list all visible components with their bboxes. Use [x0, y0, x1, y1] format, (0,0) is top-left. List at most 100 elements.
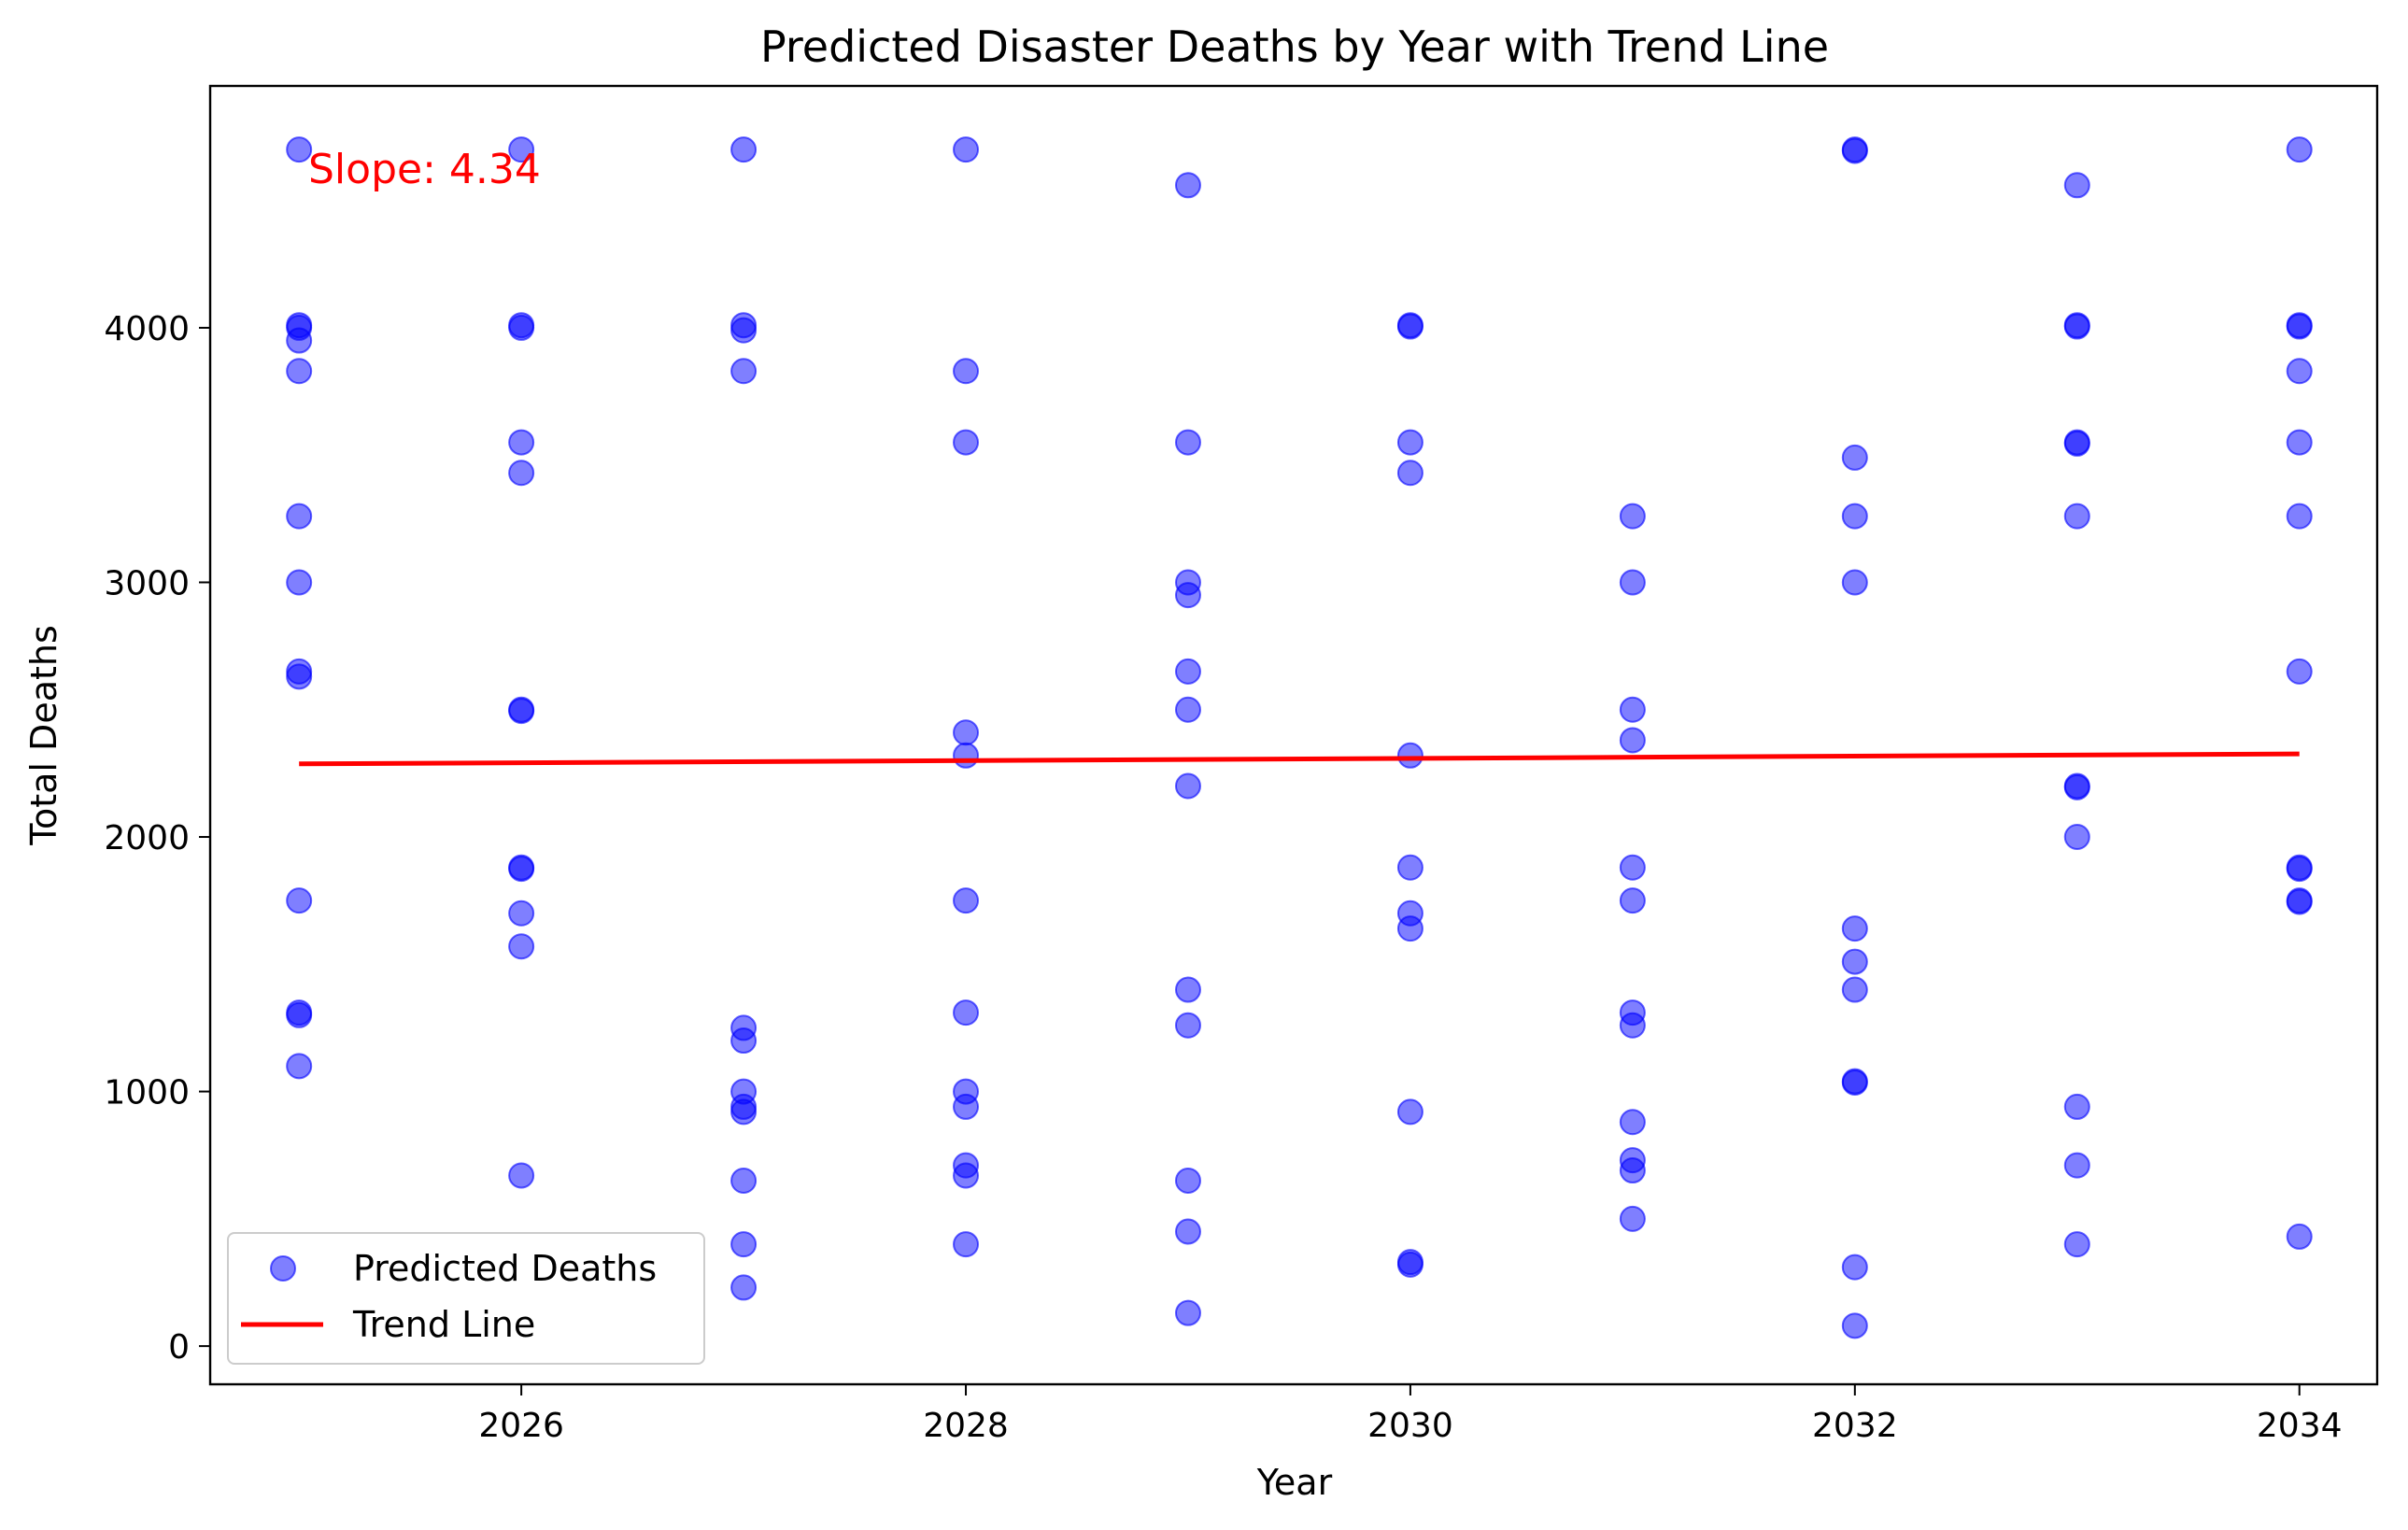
legend-marker-predicted-deaths	[270, 1255, 296, 1282]
data-point	[1841, 1312, 1868, 1339]
data-point	[953, 136, 980, 163]
data-point	[1619, 503, 1646, 530]
data-point	[1841, 503, 1868, 530]
data-point	[1174, 1218, 1201, 1245]
legend-box	[227, 1232, 705, 1365]
data-point	[1174, 172, 1201, 199]
data-point	[1619, 1012, 1646, 1039]
x-tick-label: 2026	[478, 1407, 564, 1445]
data-point	[508, 136, 535, 163]
chart-title: Predicted Disaster Deaths by Year with T…	[760, 21, 1829, 72]
x-axis-label: Year	[1256, 1462, 1333, 1503]
data-point	[2063, 430, 2090, 457]
data-point	[730, 1027, 758, 1055]
data-point	[508, 933, 535, 960]
data-point	[2286, 856, 2313, 883]
data-point	[730, 136, 758, 163]
data-point	[953, 429, 980, 456]
data-point	[2286, 136, 2313, 163]
slope-annotation: Slope: 4.34	[308, 146, 541, 193]
data-point	[2063, 503, 2090, 530]
x-tick-label: 2030	[1367, 1407, 1453, 1445]
data-point	[953, 1162, 980, 1189]
data-point	[1619, 1109, 1646, 1136]
data-point	[286, 358, 313, 385]
data-point	[953, 358, 980, 385]
data-point	[508, 900, 535, 927]
data-point	[2286, 658, 2313, 685]
data-point	[1841, 1254, 1868, 1281]
y-tick-label: 3000	[104, 564, 190, 602]
data-point	[953, 1093, 980, 1120]
data-point	[1396, 460, 1424, 487]
y-tick-label: 2000	[104, 819, 190, 857]
data-point	[953, 887, 980, 914]
data-point	[1619, 1205, 1646, 1232]
data-point	[2286, 1223, 2313, 1250]
data-point	[1396, 429, 1424, 456]
data-point	[286, 887, 313, 914]
data-point	[1841, 948, 1868, 975]
data-point	[2286, 429, 2313, 456]
data-point	[2286, 358, 2313, 385]
data-point	[2063, 1152, 2090, 1179]
data-point	[286, 503, 313, 530]
data-point	[2286, 313, 2313, 340]
data-point	[1619, 887, 1646, 914]
data-point	[1619, 727, 1646, 754]
data-point	[1619, 854, 1646, 881]
data-point	[1396, 1098, 1424, 1126]
data-point	[2063, 773, 2090, 800]
data-point	[286, 136, 313, 163]
data-point	[2286, 888, 2313, 915]
data-point	[730, 358, 758, 385]
data-point	[1619, 696, 1646, 723]
data-point	[1841, 137, 1868, 164]
data-point	[508, 314, 535, 341]
data-point	[286, 663, 313, 690]
data-point	[1174, 772, 1201, 800]
data-point	[2063, 313, 2090, 340]
data-point	[508, 1162, 535, 1189]
data-point	[1841, 444, 1868, 471]
data-point	[1619, 1157, 1646, 1184]
data-point	[2063, 824, 2090, 851]
data-point	[730, 1274, 758, 1301]
y-tick-label: 1000	[104, 1074, 190, 1112]
y-tick-label: 0	[168, 1328, 190, 1367]
data-point	[1841, 976, 1868, 1003]
data-point	[2286, 503, 2313, 530]
data-point	[1841, 1070, 1868, 1097]
data-point	[1174, 1299, 1201, 1326]
data-point	[1396, 313, 1424, 340]
data-point	[953, 1231, 980, 1258]
legend: Predicted Deaths Trend Line	[227, 1232, 705, 1365]
legend-label-predicted-deaths: Predicted Deaths	[353, 1248, 657, 1289]
trend-line	[299, 751, 2300, 767]
data-point	[286, 1001, 313, 1028]
x-tick-label: 2032	[1812, 1407, 1898, 1445]
axes: 2026 2028 2030 2032 2034 0 1000 2000 3000 4000	[104, 310, 2342, 1445]
data-point	[2063, 1231, 2090, 1258]
data-point	[1396, 742, 1424, 769]
data-point	[1174, 658, 1201, 685]
legend-label-trend-line: Trend Line	[352, 1304, 535, 1345]
data-point	[1174, 582, 1201, 609]
data-point	[508, 429, 535, 456]
data-point	[1396, 1251, 1424, 1278]
data-point	[1174, 976, 1201, 1003]
data-point	[286, 569, 313, 596]
data-point	[1841, 569, 1868, 596]
data-point	[1174, 1167, 1201, 1194]
data-point	[953, 719, 980, 746]
data-point	[286, 327, 313, 354]
data-point	[1174, 696, 1201, 723]
data-point	[1396, 854, 1424, 881]
data-point	[730, 1098, 758, 1126]
data-point	[1396, 915, 1424, 942]
data-point	[508, 698, 535, 725]
plot-frame	[208, 84, 2379, 1386]
plot-area	[286, 136, 2313, 1339]
data-point	[1174, 1012, 1201, 1039]
